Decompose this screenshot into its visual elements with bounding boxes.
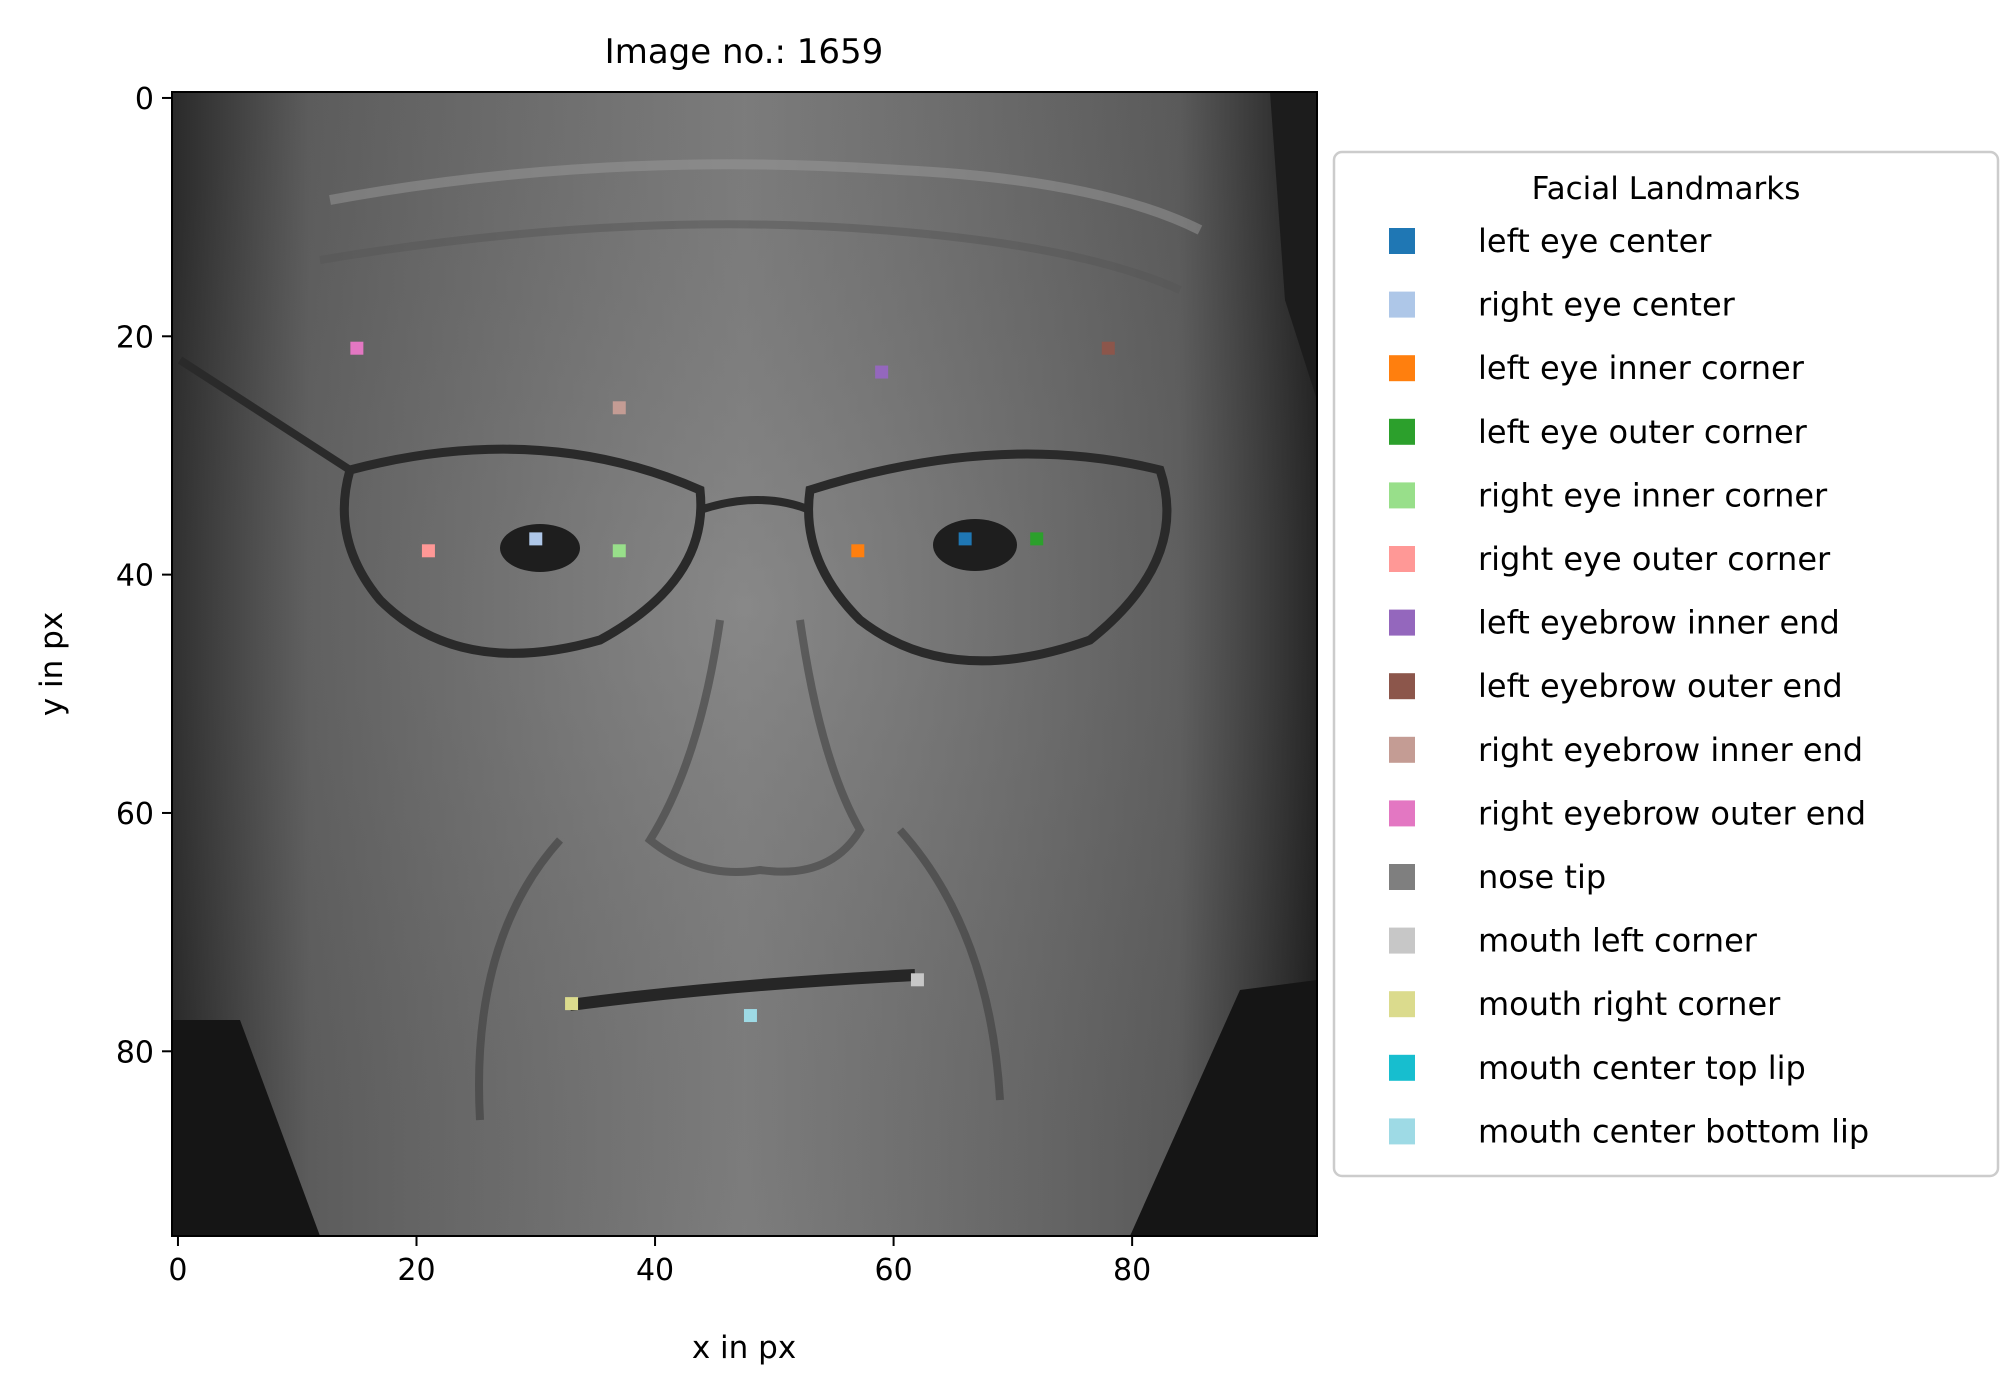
legend-label-right-eyebrow-outer-end: right eyebrow outer end bbox=[1478, 794, 1866, 832]
x-axis-ticks: 0 20 40 60 80 bbox=[168, 1236, 1151, 1288]
legend-label-mouth-right-corner: mouth right corner bbox=[1478, 985, 1781, 1023]
landmark-markers bbox=[350, 341, 1115, 1023]
legend-swatch-left-eyebrow-outer-end bbox=[1389, 673, 1415, 700]
marker-left-eyebrow-inner-end bbox=[875, 365, 889, 379]
legend-items: left eye center right eye center left eye … bbox=[1389, 222, 1869, 1150]
x-tick-label: 0 bbox=[168, 1253, 187, 1288]
legend-label-left-eye-inner-corner: left eye inner corner bbox=[1478, 349, 1805, 387]
legend-label-left-eye-center: left eye center bbox=[1478, 222, 1712, 260]
y-tick-label: 20 bbox=[116, 320, 154, 355]
legend-swatch-left-eyebrow-inner-end bbox=[1389, 609, 1415, 636]
legend-label-nose-tip: nose tip bbox=[1478, 858, 1606, 896]
legend: Facial Landmarks left eye center right ey… bbox=[1332, 150, 2000, 1178]
legend-label-mouth-center-bottom-lip: mouth center bottom lip bbox=[1478, 1112, 1869, 1150]
x-tick-label: 60 bbox=[874, 1253, 912, 1288]
legend-label-right-eye-center: right eye center bbox=[1478, 286, 1736, 324]
marker-left-eye-center bbox=[958, 532, 972, 546]
legend-swatch-right-eyebrow-outer-end bbox=[1389, 800, 1415, 827]
legend-label-mouth-center-top-lip: mouth center top lip bbox=[1478, 1049, 1806, 1087]
legend-label-left-eyebrow-outer-end: left eyebrow outer end bbox=[1478, 667, 1843, 705]
marker-right-eye-center bbox=[529, 532, 543, 546]
legend-swatch-right-eye-outer-corner bbox=[1389, 546, 1415, 572]
y-tick-label: 40 bbox=[116, 559, 154, 594]
legend-label-right-eyebrow-inner-end: right eyebrow inner end bbox=[1478, 731, 1863, 769]
y-tick-label: 60 bbox=[116, 797, 154, 832]
marker-left-eye-inner-corner bbox=[851, 544, 865, 558]
legend-swatch-left-eye-inner-corner bbox=[1389, 355, 1415, 382]
legend-label-mouth-left-corner: mouth left corner bbox=[1478, 922, 1758, 960]
marker-right-eyebrow-inner-end bbox=[612, 401, 626, 415]
chart-title: Image no.: 1659 bbox=[605, 32, 884, 72]
marker-left-eye-outer-corner bbox=[1030, 532, 1044, 546]
legend-swatch-left-eye-outer-corner bbox=[1389, 418, 1415, 445]
legend-label-left-eye-outer-corner: left eye outer corner bbox=[1478, 413, 1808, 451]
y-axis-ticks: 0 20 40 60 80 bbox=[116, 82, 172, 1070]
marker-mouth-right-corner bbox=[565, 997, 579, 1011]
legend-swatch-mouth-right-corner bbox=[1389, 991, 1415, 1018]
marker-right-eye-inner-corner bbox=[612, 544, 626, 558]
face-photo bbox=[172, 92, 1317, 1236]
marker-mouth-left-corner bbox=[910, 973, 924, 987]
legend-label-right-eye-inner-corner: right eye inner corner bbox=[1478, 476, 1828, 514]
x-axis-label: x in px bbox=[692, 1330, 796, 1366]
y-tick-label: 80 bbox=[116, 1035, 154, 1070]
y-axis-label: y in px bbox=[34, 612, 70, 716]
y-tick-label: 0 bbox=[135, 82, 154, 117]
legend-label-left-eyebrow-inner-end: left eyebrow inner end bbox=[1478, 604, 1840, 642]
x-tick-label: 80 bbox=[1113, 1253, 1151, 1288]
x-tick-label: 40 bbox=[636, 1253, 674, 1288]
legend-swatch-right-eyebrow-inner-end bbox=[1389, 736, 1415, 763]
marker-mouth-center-bottom-lip bbox=[743, 1009, 757, 1023]
legend-swatch-left-eye-center bbox=[1389, 228, 1415, 254]
legend-swatch-right-eye-center bbox=[1389, 291, 1415, 318]
legend-frame bbox=[1332, 150, 2000, 1178]
marker-right-eye-outer-corner bbox=[421, 544, 435, 558]
legend-swatch-nose-tip bbox=[1389, 864, 1415, 890]
legend-label-right-eye-outer-corner: right eye outer corner bbox=[1478, 540, 1831, 578]
legend-swatch-mouth-center-bottom-lip bbox=[1389, 1118, 1415, 1145]
legend-swatch-right-eye-inner-corner bbox=[1389, 482, 1415, 509]
plot-frame bbox=[171, 91, 1318, 1237]
marker-left-eyebrow-outer-end bbox=[1101, 341, 1115, 355]
legend-swatch-mouth-left-corner bbox=[1389, 927, 1415, 954]
marker-right-eyebrow-outer-end bbox=[350, 341, 364, 355]
legend-swatch-mouth-center-top-lip bbox=[1389, 1054, 1415, 1081]
x-tick-label: 20 bbox=[397, 1253, 435, 1288]
legend-title: Facial Landmarks bbox=[1532, 171, 1801, 207]
